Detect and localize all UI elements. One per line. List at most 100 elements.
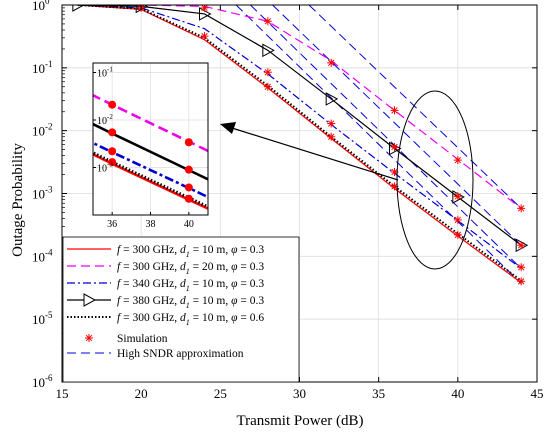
- y-tick-base: 10: [32, 187, 45, 202]
- legend-entry-s4: f = 380 GHz, d1 = 10 m, φ = 0.3: [117, 295, 264, 310]
- series-line-s5: [77, 5, 522, 282]
- legend-phi-value: = 0.6: [237, 312, 264, 324]
- legend-f: f: [117, 312, 122, 324]
- y-tick-base: 10: [32, 375, 45, 390]
- inset-y-tick-exponent: -3: [107, 161, 113, 169]
- legend-phi: φ: [231, 278, 238, 290]
- inset-y-tick-exponent: -1: [107, 66, 113, 74]
- inset-simulation-point: [184, 194, 193, 203]
- y-tick-exponent: -6: [45, 373, 53, 383]
- legend-d: d: [180, 244, 186, 256]
- x-tick-label: 40: [451, 386, 464, 401]
- series-marker-s4: [72, 5, 85, 12]
- series-line-s1: [77, 5, 522, 284]
- legend: f = 300 GHz, d1 = 10 m, φ = 0.3f = 300 G…: [62, 236, 300, 383]
- legend-entry-s1: f = 300 GHz, d1 = 10 m, φ = 0.3: [117, 244, 264, 259]
- x-tick-label: 25: [214, 386, 227, 401]
- simulation-point: [453, 156, 462, 165]
- asterisk-stroke: [454, 156, 462, 164]
- asterisk-stroke: [391, 107, 398, 114]
- legend-entry-s3: f = 340 GHz, d1 = 10 m, φ = 0.3: [117, 278, 264, 293]
- asterisk-stroke: [201, 5, 208, 12]
- legend-d-sub: 1: [186, 318, 190, 327]
- inset-y-tick-base: 10: [97, 164, 107, 175]
- y-tick-exponent: -5: [45, 310, 53, 320]
- legend-f: f: [117, 278, 122, 290]
- legend-phi-value: = 0.3: [237, 244, 264, 256]
- y-tick-label: 10-1: [32, 59, 53, 76]
- legend-d-value: = 20 m,: [190, 261, 231, 273]
- asterisk-stroke: [85, 334, 93, 342]
- legend-f-value: = 300 GHz,: [120, 244, 180, 256]
- y-tick-exponent: -4: [45, 247, 53, 257]
- legend-d-value: = 10 m,: [190, 295, 231, 307]
- inset-simulation-point: [184, 138, 193, 147]
- simulation-point: [263, 82, 272, 91]
- simulation-point: [517, 263, 526, 272]
- y-tick-exponent: -3: [45, 185, 53, 195]
- legend-d-value: = 10 m,: [190, 244, 231, 256]
- asterisk-stroke: [517, 264, 525, 271]
- inset-simulation-point: [108, 147, 117, 156]
- legend-d-value: = 10 m,: [190, 278, 231, 290]
- y-axis-label: Outage Probability: [10, 143, 26, 257]
- inset-x-tick-label: 36: [107, 219, 117, 230]
- inset-series-line-s4: [93, 122, 208, 181]
- x-tick-label: 45: [531, 386, 544, 401]
- asterisk-stroke: [517, 205, 525, 212]
- series-line-s4: [77, 5, 522, 246]
- legend-entry-s2: f = 300 GHz, d1 = 20 m, φ = 0.3: [117, 261, 264, 276]
- legend-d-sub: 1: [186, 267, 190, 276]
- legend-f: f: [117, 244, 122, 256]
- legend-phi: φ: [231, 295, 238, 307]
- y-tick-base: 10: [32, 61, 45, 76]
- legend-phi: φ: [231, 312, 238, 324]
- y-tick-base: 10: [32, 124, 45, 139]
- series-marker-s4: [262, 43, 275, 58]
- simulation-point: [517, 241, 526, 250]
- simulation-point: [390, 106, 399, 115]
- inset-series-line-s3: [93, 141, 208, 199]
- asterisk-stroke: [201, 32, 208, 40]
- legend-entry-approximation: High SNDR approximation: [117, 348, 244, 360]
- y-tick-exponent: -2: [45, 122, 53, 132]
- simulation-point: [200, 32, 209, 41]
- inset-simulation-point: [108, 100, 117, 109]
- simulation-point: [453, 230, 462, 239]
- legend-d: d: [180, 278, 186, 290]
- simulation-point: [453, 192, 462, 201]
- simulation-point: [327, 132, 336, 141]
- inset-zoom-plot: 36 38 40 10-3 10-2 10 -1: [92, 62, 209, 230]
- series-marker-s4: [325, 92, 339, 106]
- inset-y-tick-exponent: -2: [107, 113, 113, 121]
- asterisk-stroke: [327, 133, 335, 140]
- inset-simulation-point: [108, 158, 117, 167]
- inset-y-tick-label: 10-3: [97, 161, 113, 175]
- legend-phi: φ: [231, 244, 238, 256]
- y-tick-label: 10-4: [32, 247, 53, 264]
- legend-d-sub: 1: [186, 301, 190, 310]
- x-tick-label: 15: [56, 386, 69, 401]
- x-axis-ticks: 15 20 25 30 35 40 45: [56, 5, 544, 401]
- asterisk-stroke: [327, 120, 335, 127]
- inset-x-tick-label: 38: [146, 219, 156, 230]
- legend-d: d: [180, 295, 186, 307]
- legend-marker-s4: [83, 293, 97, 307]
- inset-content: [93, 93, 208, 210]
- asterisk-stroke: [327, 59, 335, 67]
- inset-x-tick-label: 40: [184, 219, 194, 230]
- asterisk-stroke: [391, 183, 398, 190]
- legend-f-value: = 380 GHz,: [120, 295, 180, 307]
- simulation-point: [327, 119, 336, 128]
- inset-series-line-s1: [93, 152, 208, 210]
- legend-box: [62, 236, 300, 383]
- inset-simulation-point: [184, 165, 193, 174]
- asterisk-stroke: [517, 242, 525, 249]
- simulation-point: [390, 182, 399, 191]
- y-tick-label: 10-3: [32, 185, 53, 202]
- inset-series-line-s2: [93, 93, 208, 153]
- legend-f: f: [117, 261, 122, 273]
- inset-y-tick-label: 10-2: [97, 113, 113, 127]
